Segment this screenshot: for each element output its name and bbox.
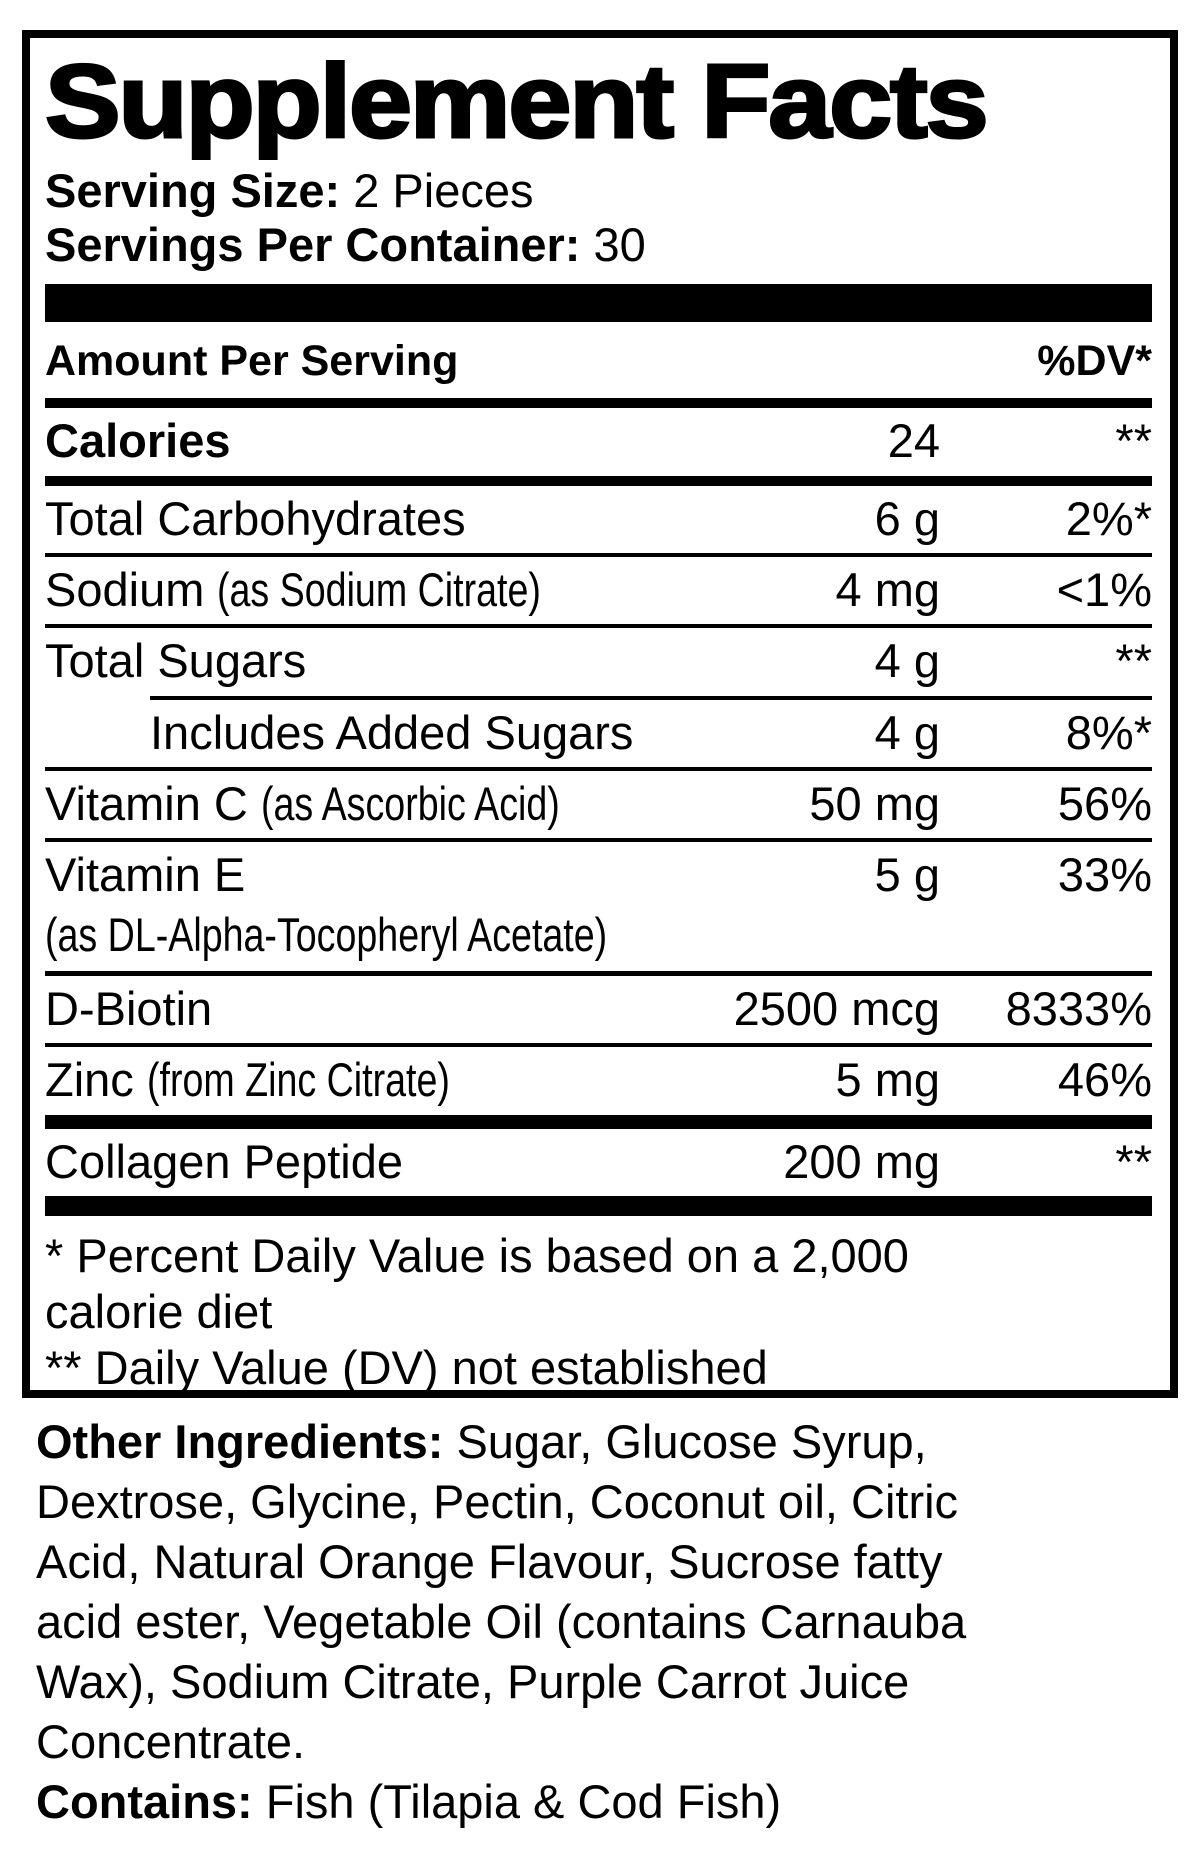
nutrient-name: Sodium [45, 563, 205, 616]
row-divider [45, 767, 1152, 772]
nutrient-row: Total Sugars 4 g ** [45, 628, 1152, 700]
nutrient-row: Zinc (from Zinc Citrate) 5 mg 46% [45, 1047, 1152, 1129]
amount-per-serving-header: Amount Per Serving [45, 337, 459, 386]
other-ingredients-line: Wax), Sodium Citrate, Purple Carrot Juic… [36, 1655, 910, 1708]
nutrient-amount: 5 mg [835, 1053, 941, 1107]
facts-panel: Supplement Facts Serving Size: 2 Pieces … [22, 30, 1178, 1398]
nutrient-amount: 50 mg [809, 777, 940, 831]
nutrient-table: Calories 24 ** Total Carbohydrates 6 g 2… [45, 408, 1152, 1217]
nutrient-row-line: Total Sugars 4 g ** [45, 628, 1152, 695]
nutrient-name: Zinc [45, 1053, 134, 1107]
other-ingredients-first-line-text: Sugar, Glucose Syrup, [456, 1415, 927, 1468]
other-ingredients-line: Concentrate. [36, 1715, 306, 1768]
nutrient-name-note-line: (as DL-Alpha-Tocopheryl Acetate) [45, 907, 608, 961]
nutrient-amount: 6 g [874, 491, 940, 545]
contains-statement: Contains: Fish (Tilapia & Cod Fish) [36, 1772, 1164, 1832]
nutrient-name: Collagen Peptide [45, 1134, 403, 1188]
nutrient-amount: 24 [887, 414, 940, 468]
nutrient-amount: 4 g [874, 705, 940, 759]
serving-size-line: Serving Size: 2 Pieces [45, 164, 1152, 218]
nutrient-row-line: Calories 24 ** [45, 408, 1152, 475]
nutrient-row: Vitamin E 5 g 33% (as DL-Alpha-Tocophery… [45, 842, 1152, 977]
footnote-line: calorie diet [45, 1285, 273, 1339]
row-divider [45, 838, 1152, 843]
nutrient-row-line: Total Carbohydrates 6 g 2%* [45, 486, 1152, 553]
nutrient-row: Vitamin C (as Ascorbic Acid) 50 mg 56% [45, 771, 1152, 843]
row-divider [45, 553, 1152, 557]
nutrient-row-line: Includes Added Sugars 4 g 8%* [45, 700, 1152, 767]
row-divider [45, 1043, 1152, 1048]
other-ingredients-line: acid ester, Vegetable Oil (contains Carn… [36, 1595, 967, 1648]
row-divider [45, 1196, 1152, 1217]
nutrient-row-line: Vitamin E 5 g 33% [45, 842, 1152, 909]
panel-title-text: Supplement Facts [43, 44, 990, 160]
nutrient-row-line: Vitamin C (as Ascorbic Acid) 50 mg 56% [45, 771, 1152, 838]
nutrient-name: Vitamin C [45, 777, 248, 831]
nutrient-row: Sodium (as Sodium Citrate) 4 mg <1% [45, 557, 1152, 629]
nutrient-amount: 200 mg [783, 1134, 940, 1188]
row-divider [45, 1114, 1152, 1129]
panel-title: Supplement Facts [43, 44, 1152, 160]
footnotes: * Percent Daily Value is based on a 2,00… [45, 1216, 1152, 1396]
nutrient-name-note: (as Ascorbic Acid) [260, 777, 560, 831]
nutrient-name: Includes Added Sugars [150, 705, 634, 759]
nutrient-amount: 5 g [874, 848, 940, 902]
other-ingredients-line: Dextrose, Glycine, Pectin, Coconut oil, … [36, 1475, 959, 1528]
footnote-line: ** Daily Value (DV) not established [45, 1341, 768, 1395]
other-ingredients-lines: Dextrose, Glycine, Pectin, Coconut oil, … [36, 1472, 1164, 1772]
nutrient-row: Total Carbohydrates 6 g 2%* [45, 486, 1152, 557]
row-divider [45, 475, 1152, 486]
nutrient-dv: <1% [1056, 563, 1152, 616]
nutrient-row-line: Zinc (from Zinc Citrate) 5 mg 46% [45, 1047, 1152, 1114]
servings-per-container-label: Servings Per Container: [45, 218, 581, 272]
servings-per-container-line: Servings Per Container: 30 [45, 218, 1152, 272]
row-divider [45, 624, 1152, 629]
nutrient-amount: 4 g [874, 634, 940, 688]
nutrient-row-line: Sodium (as Sodium Citrate) 4 mg <1% [45, 557, 1152, 624]
nutrient-amount: 4 mg [835, 563, 941, 616]
contains-text: Fish (Tilapia & Cod Fish) [265, 1775, 782, 1828]
nutrient-dv: ** [1115, 1134, 1152, 1188]
table-header-row: Amount Per Serving %DV* [45, 322, 1152, 398]
nutrient-dv: 56% [1057, 777, 1152, 831]
row-divider [150, 695, 1152, 700]
other-ingredients-label: Other Ingredients: [36, 1415, 444, 1468]
nutrient-row-line: Collagen Peptide 200 mg ** [45, 1129, 1152, 1196]
serving-size-value: 2 Pieces [353, 164, 534, 218]
nutrient-name: D-Biotin [45, 982, 213, 1036]
nutrient-row: Collagen Peptide 200 mg ** [45, 1129, 1152, 1217]
nutrient-dv: ** [1115, 634, 1152, 688]
nutrient-name: Total Carbohydrates [45, 491, 466, 545]
nutrient-row: Calories 24 ** [45, 408, 1152, 486]
separator-bar-top [45, 284, 1152, 323]
row-divider [45, 971, 1152, 977]
nutrient-dv: 2%* [1065, 491, 1152, 545]
nutrient-name: Calories [45, 414, 231, 468]
nutrient-dv: 46% [1057, 1053, 1152, 1107]
nutrient-dv: 8333% [1005, 982, 1152, 1036]
other-ingredients-section: Other Ingredients: Sugar, Glucose Syrup,… [36, 1412, 1164, 1832]
row-divider [45, 398, 1152, 409]
footnote-line: * Percent Daily Value is based on a 2,00… [45, 1229, 909, 1283]
servings-per-container-value: 30 [593, 218, 646, 272]
contains-label: Contains: [36, 1775, 253, 1828]
nutrient-name-note: (from Zinc Citrate) [146, 1053, 450, 1107]
nutrient-dv: 8%* [1065, 705, 1152, 759]
nutrient-row: D-Biotin 2500 mcg 8333% [45, 976, 1152, 1048]
other-ingredients-line: Acid, Natural Orange Flavour, Sucrose fa… [36, 1535, 943, 1588]
nutrient-name: Total Sugars [45, 634, 307, 688]
serving-size-label: Serving Size: [45, 164, 341, 218]
nutrient-dv: ** [1115, 414, 1152, 468]
nutrient-name: Vitamin E [45, 848, 246, 902]
nutrient-row: Includes Added Sugars 4 g 8%* [45, 700, 1152, 772]
nutrient-name-note: (as Sodium Citrate) [217, 563, 542, 616]
nutrient-row-line: D-Biotin 2500 mcg 8333% [45, 976, 1152, 1043]
other-ingredients-first-line: Other Ingredients: Sugar, Glucose Syrup, [36, 1412, 1164, 1472]
nutrient-amount: 2500 mcg [733, 982, 940, 1036]
nutrient-dv: 33% [1057, 848, 1152, 902]
dv-header: %DV* [1037, 337, 1152, 386]
